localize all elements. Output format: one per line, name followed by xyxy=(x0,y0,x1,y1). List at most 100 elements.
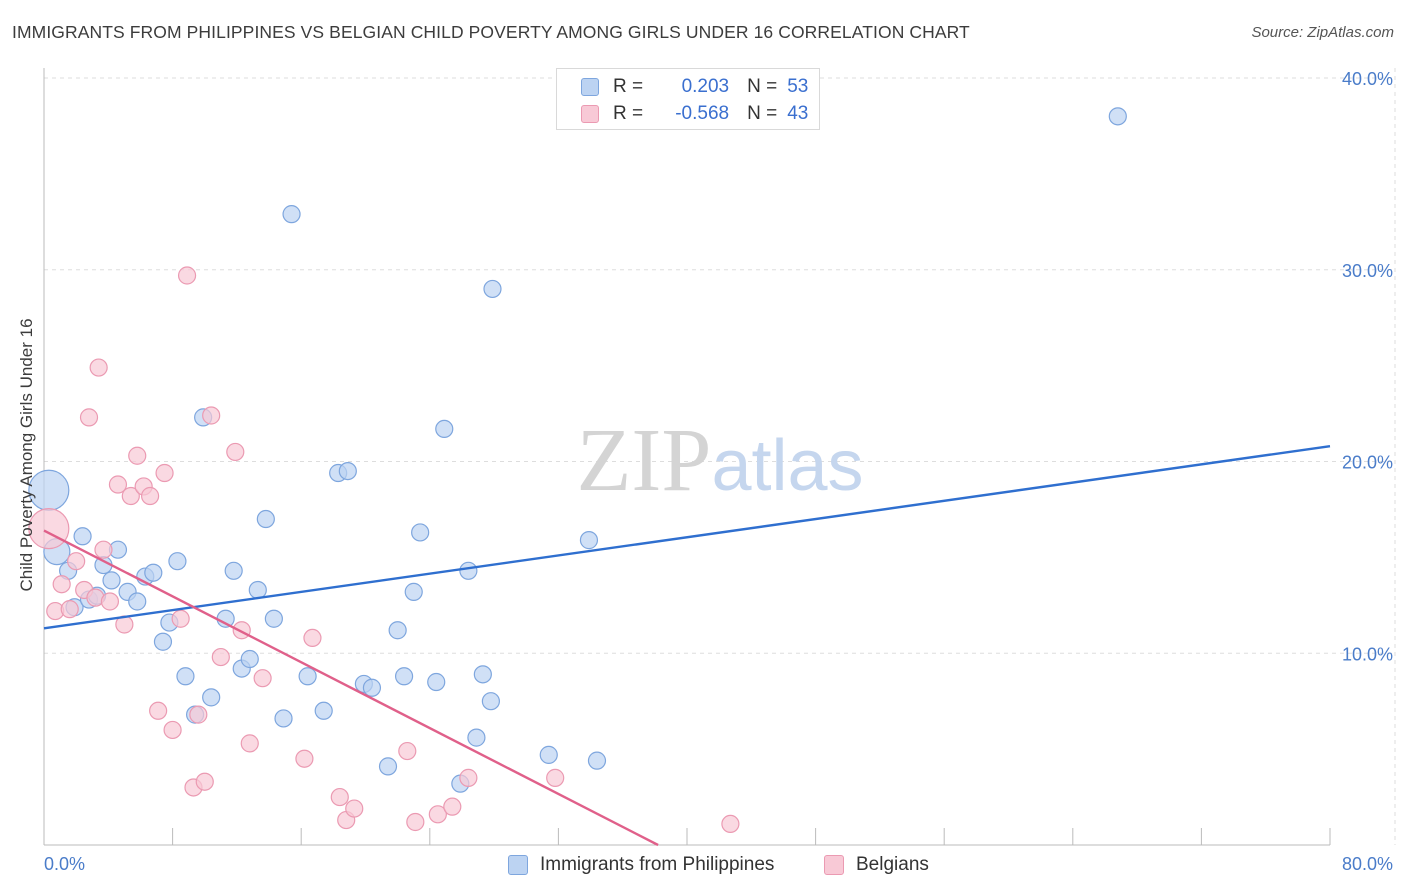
data-point xyxy=(721,814,740,834)
data-point xyxy=(253,669,272,688)
data-point xyxy=(459,561,478,580)
data-point xyxy=(303,628,322,648)
data-point xyxy=(202,688,221,707)
data-point xyxy=(256,509,275,529)
data-point xyxy=(378,757,398,776)
data-point xyxy=(274,709,293,728)
bottom-legend-label: Immigrants from Philippines xyxy=(540,854,775,875)
y-tick-label: 30.0% xyxy=(1342,261,1393,281)
trend-line xyxy=(43,529,659,847)
data-point xyxy=(338,461,357,481)
data-point xyxy=(153,632,173,651)
legend-r-value: 0.203 xyxy=(681,76,730,97)
data-point xyxy=(406,812,425,832)
data-point xyxy=(176,667,195,686)
data-point xyxy=(171,609,190,628)
watermark: ZIPatlas xyxy=(576,411,863,510)
data-point xyxy=(467,728,486,747)
data-point xyxy=(330,787,349,807)
data-point xyxy=(100,592,120,611)
data-point xyxy=(264,609,283,628)
data-point xyxy=(295,749,314,768)
data-point xyxy=(427,672,446,692)
legend-n-value: 53 xyxy=(787,76,809,97)
y-axis-label: Child Poverty Among Girls Under 16 xyxy=(17,318,36,591)
data-point xyxy=(94,540,113,559)
bottom-legend-philippines: Immigrants from Philippines xyxy=(508,852,774,878)
data-point xyxy=(282,205,301,224)
data-point xyxy=(411,523,430,542)
data-point xyxy=(149,701,168,720)
data-point xyxy=(362,678,382,697)
data-point xyxy=(140,486,160,506)
data-point xyxy=(398,741,417,761)
data-point xyxy=(67,552,86,571)
data-point xyxy=(404,582,423,601)
data-point xyxy=(459,768,478,787)
data-point xyxy=(128,592,147,611)
watermark-zip: ZIP xyxy=(576,411,711,510)
data-point xyxy=(248,580,267,600)
data-point xyxy=(539,745,558,764)
legend-row-belgians: R = -0.568 N = 43 xyxy=(581,101,808,127)
data-point xyxy=(428,805,447,824)
legend-n-label: N = xyxy=(747,103,778,124)
bottom-legend-label: Belgians xyxy=(856,854,929,875)
data-point xyxy=(240,734,259,753)
data-point xyxy=(587,751,607,770)
data-point xyxy=(177,266,197,285)
data-point xyxy=(128,446,147,465)
data-point xyxy=(168,552,187,571)
watermark-atlas: atlas xyxy=(711,426,863,506)
y-tick-label: 10.0% xyxy=(1342,644,1393,664)
y-tick-label: 40.0% xyxy=(1342,69,1393,89)
legend-n-label: N = xyxy=(747,76,778,97)
source-label: Source: ZipAtlas.com xyxy=(1251,24,1394,41)
data-point xyxy=(89,358,108,377)
data-point xyxy=(546,768,565,787)
chart-title: IMMIGRANTS FROM PHILIPPINES VS BELGIAN C… xyxy=(12,22,970,42)
legend-r-label: R = xyxy=(613,76,644,97)
data-point xyxy=(226,442,245,462)
legend-swatch-blue xyxy=(581,78,599,96)
data-point xyxy=(314,701,333,720)
data-point xyxy=(473,665,492,684)
correlation-legend: R = 0.203 N = 53 R = -0.568 N = 43 xyxy=(556,68,820,130)
y-tick-label: 20.0% xyxy=(1342,453,1393,473)
data-point xyxy=(60,600,79,619)
data-point xyxy=(443,797,462,816)
data-point xyxy=(202,406,221,425)
tick-labels: 10.0% 20.0% 30.0% 40.0% 0.0% 80.0% xyxy=(44,69,1393,874)
trend-line xyxy=(43,444,1331,630)
data-point xyxy=(240,649,259,669)
legend-n-value: 43 xyxy=(787,103,809,124)
data-point xyxy=(189,705,208,724)
legend-r-label: R = xyxy=(613,103,644,124)
data-point xyxy=(345,799,364,818)
data-point xyxy=(73,527,92,546)
data-point xyxy=(483,279,502,299)
legend-row-philippines: R = 0.203 N = 53 xyxy=(581,74,808,100)
bottom-legend-swatch-blue xyxy=(508,855,528,875)
data-point xyxy=(224,561,243,580)
data-point xyxy=(79,408,99,427)
data-point xyxy=(388,621,407,640)
data-point xyxy=(298,667,317,686)
legend-r-value: -0.568 xyxy=(675,103,730,124)
data-point xyxy=(435,419,454,439)
bottom-legend-belgians: Belgians xyxy=(824,852,929,878)
trend-lines xyxy=(43,444,1331,847)
data-point xyxy=(211,647,230,667)
data-point xyxy=(163,720,182,740)
data-point xyxy=(121,486,140,506)
data-point xyxy=(195,772,214,791)
data-point xyxy=(102,571,121,590)
data-point xyxy=(108,475,128,494)
legend-swatch-pink xyxy=(581,105,599,123)
data-point xyxy=(394,667,414,686)
data-point xyxy=(481,692,500,711)
series-belgians-points xyxy=(28,266,740,834)
data-point xyxy=(144,563,163,582)
x-tick-label: 80.0% xyxy=(1342,854,1393,874)
